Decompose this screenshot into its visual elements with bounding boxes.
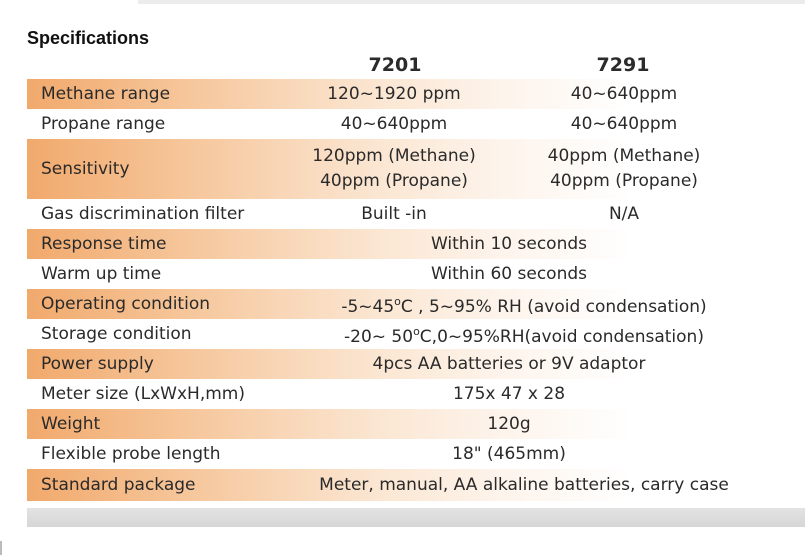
value-shared: 120g: [487, 413, 531, 434]
table-row-operating: Operating condition -5~45oC , 5~95% RH (…: [27, 289, 805, 319]
column-header-7201: 7201: [368, 54, 422, 76]
value-shared: -5~45oC , 5~95% RH (avoid condensation): [289, 289, 759, 319]
row-label: Methane range: [41, 84, 171, 104]
table-row-filter: Gas discrimination filter Built -in N/A: [27, 199, 805, 229]
sensitivity-propane-7291: 40ppm (Propane): [550, 171, 698, 191]
row-label: Propane range: [41, 114, 166, 134]
edge-mark: [0, 541, 2, 555]
footer-bar: [27, 508, 805, 527]
value-7201: Built -in: [361, 203, 427, 224]
value-shared: 175x 47 x 28: [452, 383, 566, 404]
row-label: Power supply: [41, 354, 154, 374]
table-row-response: Response time Within 10 seconds: [27, 229, 805, 259]
row-label: Response time: [41, 234, 167, 254]
table-row-probe: Flexible probe length 18" (465mm): [27, 439, 805, 469]
operating-condition-text: -5~45oC , 5~95% RH (avoid condensation): [341, 289, 706, 320]
value-7291: N/A: [608, 203, 640, 224]
operating-rest: C , 5~95% RH (avoid condensation): [400, 296, 707, 317]
table-row-power: Power supply 4pcs AA batteries or 9V ada…: [27, 349, 805, 379]
table-row-sensitivity: Sensitivity 120ppm (Methane) 40ppm (Prop…: [27, 139, 805, 199]
degree-mark: o: [394, 294, 401, 308]
value-shared: -20~ 50oC,0~95%RH(avoid condensation): [289, 319, 759, 349]
row-label: Standard package: [41, 475, 196, 495]
sensitivity-methane-7201: 120ppm (Methane): [312, 146, 476, 166]
row-label: Warm up time: [41, 264, 162, 284]
value-shared: Within 10 seconds: [430, 233, 588, 254]
top-divider: [138, 0, 805, 4]
value-7291: 40~640ppm: [570, 83, 678, 104]
storage-temp: -20~ 50: [344, 326, 414, 347]
table-row-storage: Storage condition -20~ 50oC,0~95%RH(avoi…: [27, 319, 805, 349]
row-label: Meter size (LxWxH,mm): [41, 384, 245, 404]
value-shared: Meter, manual, AA alkaline batteries, ca…: [319, 474, 729, 495]
row-label: Gas discrimination filter: [41, 204, 245, 224]
value-7201: 40~640ppm: [340, 113, 448, 134]
value-shared: Within 60 seconds: [430, 263, 588, 284]
value-7201: 120ppm (Methane) 40ppm (Propane): [299, 139, 489, 199]
table-row-propane: Propane range 40~640ppm 40~640ppm: [27, 109, 805, 139]
table-row-package: Standard package Meter, manual, AA alkal…: [27, 469, 805, 501]
operating-temp: -5~45: [341, 296, 395, 317]
sensitivity-methane-7291: 40ppm (Methane): [547, 146, 701, 166]
value-7201: 120~1920 ppm: [327, 83, 461, 104]
row-label: Sensitivity: [41, 159, 130, 179]
row-label: Flexible probe length: [41, 444, 221, 464]
value-shared: 18" (465mm): [452, 443, 566, 464]
storage-condition-text: -20~ 50oC,0~95%RH(avoid condensation): [344, 319, 704, 350]
table-row-methane: Methane range 120~1920 ppm 40~640ppm: [27, 79, 805, 109]
row-label: Weight: [41, 414, 101, 434]
value-7291: 40~640ppm: [570, 113, 678, 134]
storage-rest: C,0~95%RH(avoid condensation): [419, 326, 704, 347]
row-label: Operating condition: [41, 294, 210, 314]
table-row-weight: Weight 120g: [27, 409, 805, 439]
value-7291: 40ppm (Methane) 40ppm (Propane): [529, 139, 719, 199]
table-row-size: Meter size (LxWxH,mm) 175x 47 x 28: [27, 379, 805, 409]
sensitivity-propane-7201: 40ppm (Propane): [320, 171, 468, 191]
column-header-7291: 7291: [596, 54, 650, 76]
page-title: Specifications: [27, 28, 150, 48]
degree-mark: o: [413, 324, 420, 338]
specifications-table: Methane range 120~1920 ppm 40~640ppm Pro…: [27, 79, 805, 501]
row-label: Storage condition: [41, 324, 192, 344]
value-shared: 4pcs AA batteries or 9V adaptor: [372, 353, 646, 374]
table-row-warmup: Warm up time Within 60 seconds: [27, 259, 805, 289]
